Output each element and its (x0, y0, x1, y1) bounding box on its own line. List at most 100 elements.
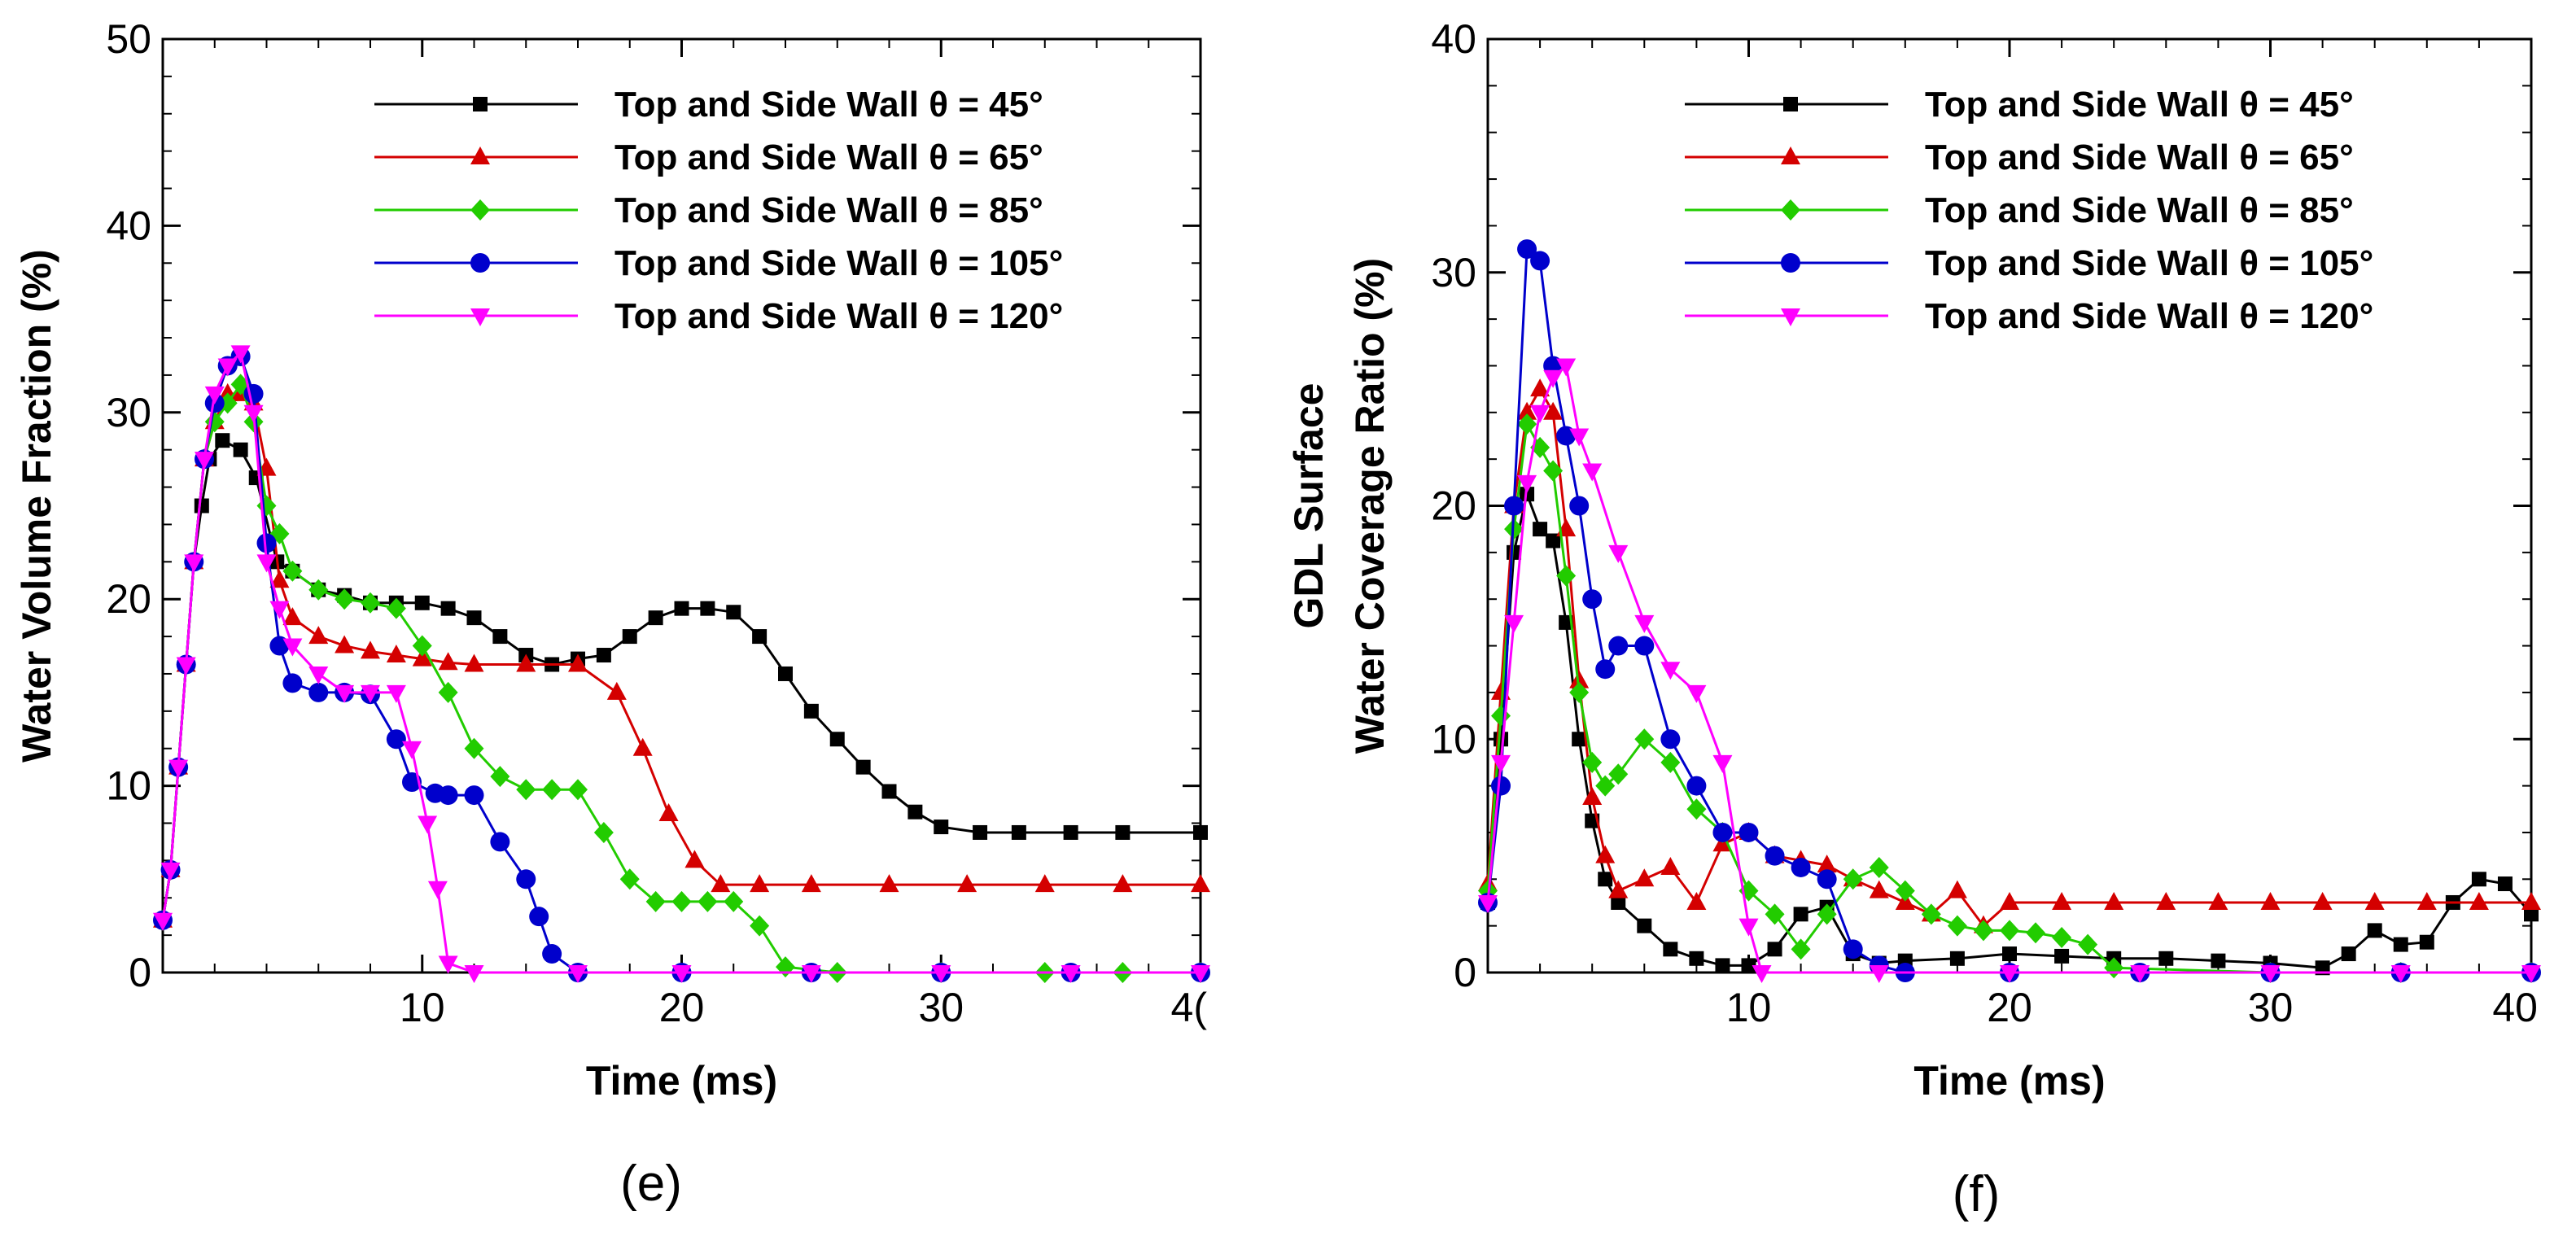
data-point (1663, 942, 1678, 957)
legend-marker (470, 308, 490, 326)
data-point (829, 732, 845, 747)
legend-label: Top and Side Wall θ = 105° (1925, 243, 2373, 283)
legend-entry-4: Top and Side Wall θ = 120° (1685, 296, 2373, 336)
data-point (256, 533, 277, 553)
data-point (1504, 496, 1524, 516)
legend-marker (1781, 146, 1800, 164)
data-point (1817, 855, 1837, 873)
data-point (1517, 401, 1537, 420)
data-point (1569, 670, 1590, 688)
data-point (2364, 891, 2385, 910)
data-point (1611, 894, 1626, 910)
x-tick-label: 30 (918, 985, 964, 1030)
data-point (957, 874, 977, 893)
data-point (1843, 868, 1863, 890)
legend-entry-1: Top and Side Wall θ = 65° (1685, 138, 2354, 177)
data-point (1608, 880, 1629, 898)
data-point (1543, 369, 1564, 388)
chart-panel-f: 0 10 20 30 40 10 20 30 40 Time (ms) GDL Surface Wat… (1286, 16, 2541, 1222)
series-line (161, 350, 1201, 974)
data-point (2000, 920, 2019, 942)
data-point (335, 635, 355, 653)
data-point (619, 868, 640, 890)
data-point (1517, 239, 1537, 260)
data-point (516, 779, 536, 801)
data-point (2524, 907, 2539, 922)
data-point (2156, 891, 2176, 910)
panel-label: (e) (620, 1156, 682, 1212)
data-point (684, 850, 705, 868)
series-3 (1478, 239, 2541, 982)
data-point (1767, 942, 1782, 957)
x-tick-label: 20 (1987, 985, 2032, 1030)
y-axis-label-line2: Water Coverage Ratio (%) (1347, 258, 1393, 754)
data-point (490, 832, 510, 852)
x-axis-label: Time (ms) (1913, 1058, 2105, 1104)
data-point (568, 779, 588, 801)
data-point (1569, 428, 1590, 447)
data-point (711, 874, 731, 893)
data-point (973, 824, 988, 840)
data-point (2000, 965, 2019, 983)
legend-entry-2: Top and Side Wall θ = 85° (374, 190, 1043, 230)
data-point (1011, 824, 1026, 840)
data-point (464, 737, 484, 759)
data-point (1791, 857, 1811, 877)
data-point (2130, 965, 2150, 983)
data-point (243, 383, 264, 404)
data-point (1634, 636, 1655, 656)
data-point (1608, 636, 1629, 656)
data-point (648, 610, 663, 626)
y-tick-label: 10 (106, 763, 151, 809)
data-point (1634, 614, 1655, 633)
data-point (230, 345, 251, 364)
data-point (1660, 856, 1681, 875)
data-point (1530, 404, 1550, 423)
data-point (1543, 460, 1564, 482)
data-point (1530, 378, 1550, 397)
data-point (402, 741, 422, 759)
data-point (1738, 918, 1759, 937)
data-point (776, 956, 795, 978)
data-point (1491, 705, 1511, 727)
series-line (161, 392, 1201, 920)
legend-label: Top and Side Wall θ = 120° (1925, 296, 2373, 336)
data-point (204, 386, 225, 404)
data-point (2211, 953, 2226, 968)
data-point (1973, 920, 1993, 942)
data-point (412, 648, 432, 667)
data-point (596, 648, 611, 663)
data-point (542, 944, 562, 964)
data-point (1765, 903, 1785, 925)
y-tick-label: 40 (1431, 16, 1476, 62)
data-point (1817, 869, 1837, 890)
series-line (1486, 420, 2531, 974)
data-point (1869, 965, 1889, 983)
data-point (1598, 872, 1613, 887)
legend-marker (1781, 253, 1800, 273)
x-tick-label: 30 (2248, 985, 2294, 1030)
data-point (658, 803, 679, 822)
data-point (160, 862, 181, 881)
data-point (1947, 880, 1967, 898)
data-point (516, 653, 536, 672)
data-point (2390, 965, 2411, 983)
y-tick-label: 30 (1431, 250, 1476, 295)
data-point (1034, 874, 1055, 893)
data-point (1556, 565, 1577, 587)
data-point (2497, 876, 2513, 892)
data-point (464, 785, 484, 806)
data-point (1582, 786, 1603, 805)
legend-entry-4: Top and Side Wall θ = 120° (374, 296, 1063, 336)
series-line (1486, 363, 2531, 974)
data-point (2469, 891, 2489, 910)
data-point (1556, 358, 1577, 377)
data-point (464, 653, 484, 672)
plot-frame (1486, 37, 2533, 974)
data-point (2002, 946, 2017, 962)
series-1 (153, 382, 1210, 928)
data-point (153, 912, 173, 931)
data-point (1582, 463, 1603, 482)
data-point (1817, 903, 1837, 925)
data-point (1478, 894, 1498, 913)
